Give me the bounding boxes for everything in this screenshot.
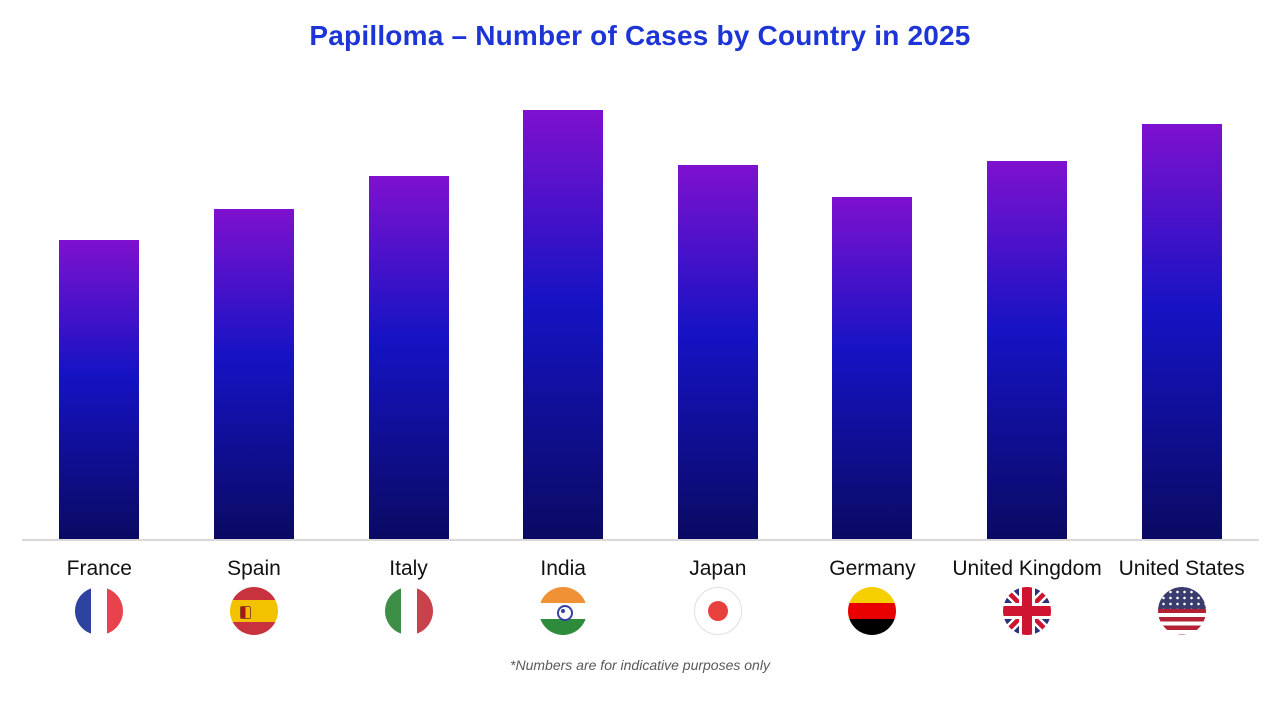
- flag-cell: [22, 587, 177, 635]
- bar: [677, 165, 758, 539]
- flag-cell: [641, 587, 796, 635]
- india-flag-icon: [539, 587, 588, 635]
- bar-column: [641, 165, 796, 539]
- label-cell: Japan: [641, 554, 796, 583]
- label-cell: United Kingdom: [950, 554, 1105, 583]
- label-cell: Spain: [177, 554, 332, 583]
- category-labels-row: France Spain Italy India Japan Germany U…: [22, 541, 1259, 583]
- bar-column: [486, 110, 641, 539]
- chart-page: Papilloma – Number of Cases by Country i…: [0, 20, 1280, 720]
- bar-column: [950, 161, 1105, 539]
- label-cell: Italy: [331, 554, 486, 583]
- flag-cell: [486, 587, 641, 635]
- label-cell: France: [22, 554, 177, 583]
- category-label: United States: [1118, 557, 1245, 580]
- x-axis-line: [22, 539, 1259, 541]
- bar: [213, 209, 294, 539]
- label-cell: India: [486, 554, 641, 583]
- chart-title: Papilloma – Number of Cases by Country i…: [309, 20, 971, 51]
- bar-column: [22, 240, 177, 539]
- us-flag-icon: [1157, 587, 1206, 635]
- category-label: Italy: [389, 557, 428, 580]
- bar: [368, 176, 449, 539]
- category-label: France: [66, 557, 132, 580]
- uk-flag-icon: [1003, 587, 1052, 635]
- bar-column: [795, 197, 950, 539]
- bar: [987, 161, 1068, 539]
- category-label: Germany: [829, 557, 916, 580]
- category-label: Japan: [689, 557, 747, 580]
- bar-column: [331, 176, 486, 539]
- spain-flag-icon: [229, 587, 278, 635]
- italy-flag-icon: [384, 587, 433, 635]
- flag-cell: [331, 587, 486, 635]
- flag-cell: [177, 587, 332, 635]
- category-label: Spain: [227, 557, 281, 580]
- germany-flag-icon: [848, 587, 897, 635]
- bar-column: [1104, 124, 1259, 539]
- category-label: India: [540, 557, 586, 580]
- bar: [523, 110, 604, 539]
- footnote: *Numbers are for indicative purposes onl…: [510, 657, 770, 673]
- plot-area: [22, 110, 1259, 539]
- label-cell: Germany: [795, 554, 950, 583]
- bar-column: [177, 209, 332, 539]
- category-label: United Kingdom: [952, 557, 1102, 580]
- label-cell: United States: [1104, 554, 1259, 583]
- japan-flag-icon: [693, 587, 742, 635]
- bar-chart: France Spain Italy India Japan Germany U…: [22, 110, 1259, 635]
- flag-cell: [795, 587, 950, 635]
- bar: [59, 240, 140, 539]
- flag-cell: [950, 587, 1105, 635]
- bar: [1141, 124, 1222, 539]
- flags-row: [22, 587, 1259, 635]
- france-flag-icon: [75, 587, 124, 635]
- flag-cell: [1104, 587, 1259, 635]
- bar: [832, 197, 913, 539]
